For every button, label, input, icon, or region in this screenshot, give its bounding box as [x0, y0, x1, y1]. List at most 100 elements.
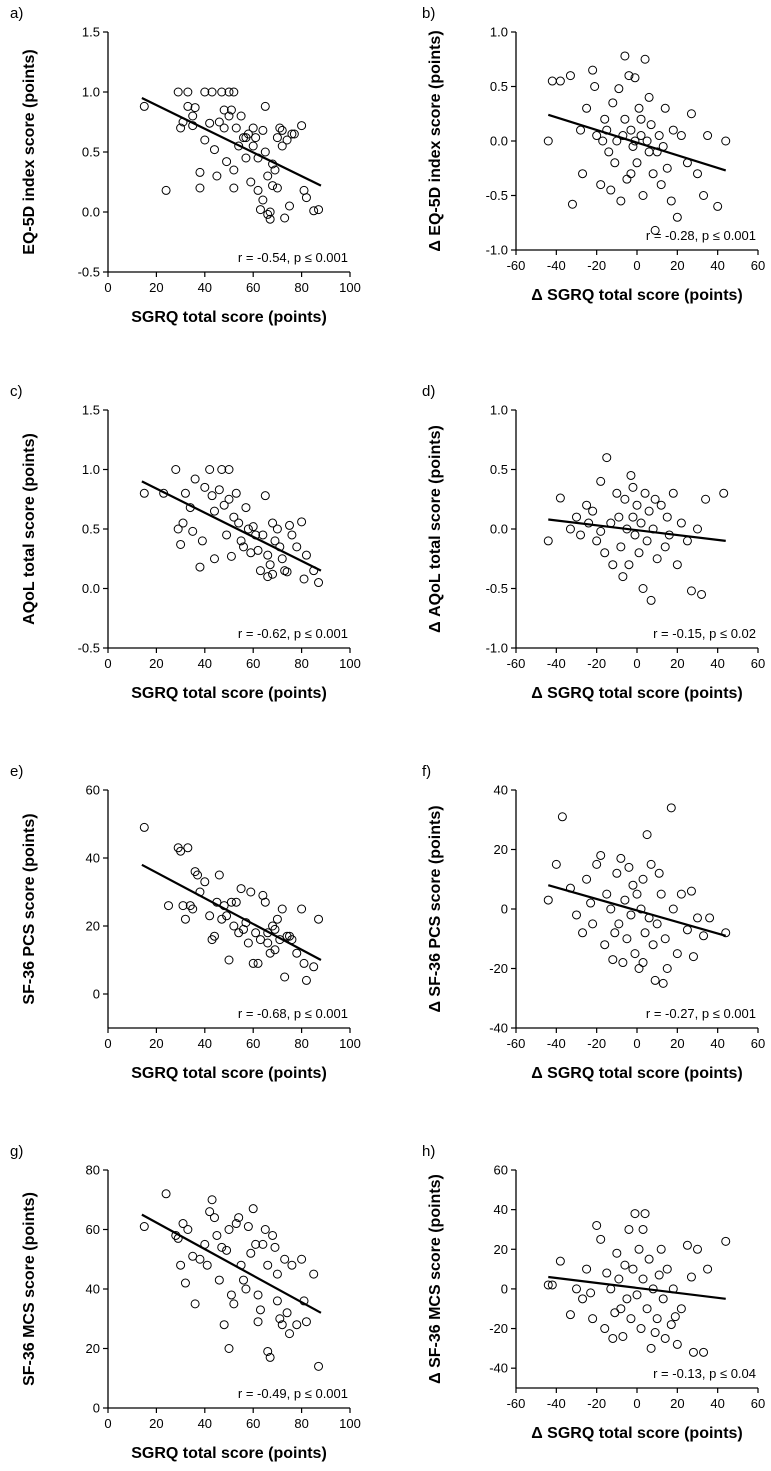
data-point — [260, 101, 270, 111]
x-tick-label: -40 — [547, 258, 566, 273]
x-axis-title: SGRQ total score (points) — [131, 1065, 327, 1082]
data-point — [253, 1317, 263, 1327]
data-point — [676, 518, 686, 528]
data-point — [632, 158, 642, 168]
data-point — [236, 111, 246, 121]
data-point — [640, 1209, 650, 1219]
data-point — [263, 171, 273, 181]
data-point — [224, 87, 234, 97]
data-point — [272, 183, 282, 193]
data-point — [626, 1314, 636, 1324]
data-point — [622, 174, 632, 184]
data-point — [212, 171, 222, 181]
chart-panel-3: c) 0 20 40 60 80 100 -0.5 0.0 0.5 1.0 1.5 SGRQ total… — [10, 383, 361, 702]
data-point — [231, 488, 241, 498]
x-tick-label: -60 — [507, 1396, 526, 1411]
data-point — [239, 924, 249, 934]
data-point — [209, 145, 219, 155]
data-point — [543, 1280, 553, 1290]
data-point — [672, 949, 682, 959]
data-point — [670, 1312, 680, 1322]
data-point — [200, 135, 210, 145]
data-point — [582, 874, 592, 884]
data-point — [280, 1254, 290, 1264]
data-point — [207, 491, 217, 501]
data-point — [229, 1299, 239, 1309]
x-tick-label: 80 — [294, 656, 308, 671]
x-tick-label: 60 — [751, 1396, 765, 1411]
data-point — [183, 1225, 193, 1234]
data-point — [272, 1296, 282, 1306]
data-point — [608, 955, 618, 965]
data-point — [612, 868, 622, 878]
data-point — [648, 169, 658, 179]
data-point — [297, 904, 307, 914]
data-point — [640, 488, 650, 498]
data-point — [620, 1260, 630, 1270]
data-point — [258, 530, 268, 540]
data-point — [224, 494, 234, 504]
data-point — [592, 536, 602, 546]
x-tick-label: -20 — [587, 1036, 606, 1051]
y-tick-label: 20 — [86, 1341, 100, 1356]
data-point — [693, 913, 702, 923]
data-point — [638, 874, 648, 884]
data-point — [139, 488, 149, 498]
data-point — [713, 201, 723, 211]
y-axis-title: Δ EQ-5D index score (points) — [427, 30, 444, 251]
data-point — [586, 898, 596, 908]
data-point — [255, 1305, 265, 1315]
data-point — [620, 494, 630, 504]
data-point — [565, 524, 575, 534]
data-point — [161, 1189, 171, 1199]
data-point — [260, 491, 270, 501]
data-point — [600, 114, 610, 124]
x-tick-label: 100 — [339, 1416, 361, 1431]
data-point — [638, 958, 648, 968]
data-point — [297, 1254, 307, 1264]
x-axis-title: SGRQ total score (points) — [131, 309, 327, 326]
data-point — [282, 1308, 292, 1318]
panel-label: d) — [422, 383, 435, 400]
y-axis-title: SF-36 MCS score (points) — [21, 1192, 38, 1386]
regression-line — [141, 863, 322, 961]
data-point — [314, 578, 324, 588]
regression-line — [547, 113, 727, 172]
x-tick-label: -60 — [507, 656, 526, 671]
y-tick-label: 60 — [494, 1163, 508, 1178]
data-point — [598, 136, 608, 146]
data-point — [630, 1209, 640, 1219]
data-point — [622, 1294, 632, 1304]
data-point — [572, 1284, 581, 1294]
data-point — [543, 895, 553, 905]
data-point — [626, 470, 636, 480]
data-point — [265, 560, 275, 570]
data-point — [195, 1254, 205, 1264]
y-tick-label: -1.0 — [486, 641, 508, 656]
data-point — [672, 560, 682, 570]
data-point — [666, 803, 676, 813]
data-point — [586, 1288, 596, 1298]
data-point — [207, 87, 217, 97]
chart-panel-1: a) 0 20 40 60 80 100 -0.5 0.0 0.5 1.0 1.5 SGRQ total… — [10, 5, 361, 326]
correlation-annotation: r = -0.49, p ≤ 0.001 — [238, 1386, 348, 1401]
data-point — [251, 1239, 261, 1249]
data-point — [292, 1320, 302, 1330]
data-point — [608, 560, 618, 570]
data-point — [255, 935, 265, 945]
data-point — [268, 1230, 278, 1240]
correlation-annotation: r = -0.27, p ≤ 0.001 — [646, 1006, 756, 1021]
data-point — [576, 125, 586, 135]
data-point — [229, 165, 239, 175]
y-tick-label: 40 — [86, 851, 100, 866]
x-tick-label: -40 — [547, 1396, 566, 1411]
x-tick-label: 40 — [710, 1396, 724, 1411]
data-point — [251, 133, 261, 143]
data-point — [628, 880, 638, 890]
data-point — [280, 972, 290, 982]
data-point — [662, 964, 672, 973]
data-point — [656, 1244, 666, 1254]
data-point — [263, 209, 273, 219]
data-point — [624, 71, 634, 81]
